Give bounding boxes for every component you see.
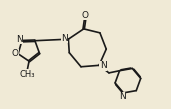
- Text: O: O: [11, 49, 18, 58]
- Text: CH₃: CH₃: [19, 70, 35, 79]
- Text: N: N: [61, 34, 68, 43]
- Text: O: O: [82, 11, 89, 20]
- Text: N: N: [16, 35, 23, 43]
- Text: N: N: [100, 61, 106, 70]
- Text: N: N: [119, 92, 126, 101]
